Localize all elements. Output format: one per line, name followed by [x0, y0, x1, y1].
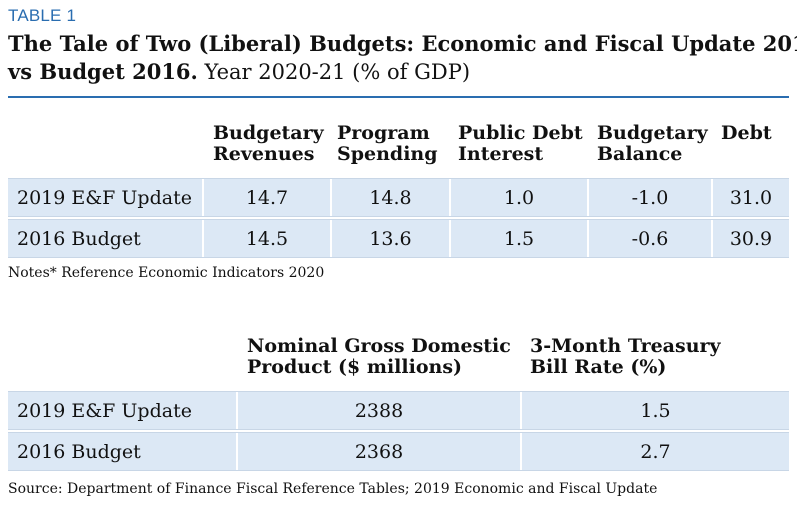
table1-header-spending: Program Spending — [337, 122, 438, 165]
title-bold-line-1: The Tale of Two (Liberal) Budgets: Econo… — [8, 31, 797, 56]
table2-cell: 2368 — [354, 441, 404, 463]
table2-row: 2019 E&F Update 2388 1.5 — [8, 391, 789, 430]
table-label: TABLE 1 — [8, 6, 77, 25]
column-divider — [449, 179, 451, 216]
table2-row: 2016 Budget 2368 2.7 — [8, 432, 789, 471]
table1-row: 2019 E&F Update 14.7 14.8 1.0 -1.0 31.0 — [8, 178, 789, 217]
column-divider — [202, 220, 204, 257]
table1-cell: 14.8 — [369, 187, 412, 209]
table1-header-debt: Debt — [721, 122, 772, 144]
table1-row: 2016 Budget 14.5 13.6 1.5 -0.6 30.9 — [8, 219, 789, 258]
table2-header-tbill: 3-Month Treasury Bill Rate (%) — [530, 335, 721, 378]
column-divider — [449, 220, 451, 257]
row-label: 2016 Budget — [17, 441, 141, 463]
table1-header-revenues: Budgetary Revenues — [213, 122, 324, 165]
row-label: 2016 Budget — [17, 228, 141, 250]
column-divider — [236, 433, 238, 470]
row-label: 2019 E&F Update — [17, 187, 192, 209]
row-label: 2019 E&F Update — [17, 400, 192, 422]
table2-cell: 2.7 — [640, 441, 671, 463]
column-divider — [587, 179, 589, 216]
column-divider — [520, 433, 522, 470]
column-divider — [711, 179, 713, 216]
table1-cell: -1.0 — [631, 187, 669, 209]
source-note: Source: Department of Finance Fiscal Ref… — [8, 481, 658, 497]
column-divider — [587, 220, 589, 257]
table1-cell: -0.6 — [631, 228, 669, 250]
table2-header-gdp: Nominal Gross Domestic Product ($ million… — [247, 335, 511, 378]
table1-cell: 31.0 — [729, 187, 773, 209]
table1-header-balance: Budgetary Balance — [597, 122, 708, 165]
column-divider — [330, 179, 332, 216]
title-rule — [8, 96, 789, 98]
column-divider — [711, 220, 713, 257]
table-notes: Notes* Reference Economic Indicators 202… — [8, 265, 325, 281]
column-divider — [202, 179, 204, 216]
title-bold-line-2: vs Budget 2016. — [8, 59, 198, 84]
table1-cell: 1.5 — [503, 228, 535, 250]
table1-cell: 14.5 — [245, 228, 289, 250]
table2-cell: 1.5 — [640, 400, 671, 422]
title-line-2: vs Budget 2016. Year 2020-21 (% of GDP) — [8, 58, 788, 86]
table2-cell: 2388 — [354, 400, 404, 422]
column-divider — [330, 220, 332, 257]
table-title: The Tale of Two (Liberal) Budgets: Econo… — [8, 30, 797, 86]
title-subtitle: Year 2020-21 (% of GDP) — [197, 60, 471, 84]
table1-cell: 1.0 — [503, 187, 535, 209]
table1-header-interest: Public Debt Interest — [458, 122, 583, 165]
column-divider — [236, 392, 238, 429]
table1-cell: 13.6 — [369, 228, 412, 250]
table1-cell: 30.9 — [729, 228, 773, 250]
table1-cell: 14.7 — [245, 187, 289, 209]
column-divider — [520, 392, 522, 429]
